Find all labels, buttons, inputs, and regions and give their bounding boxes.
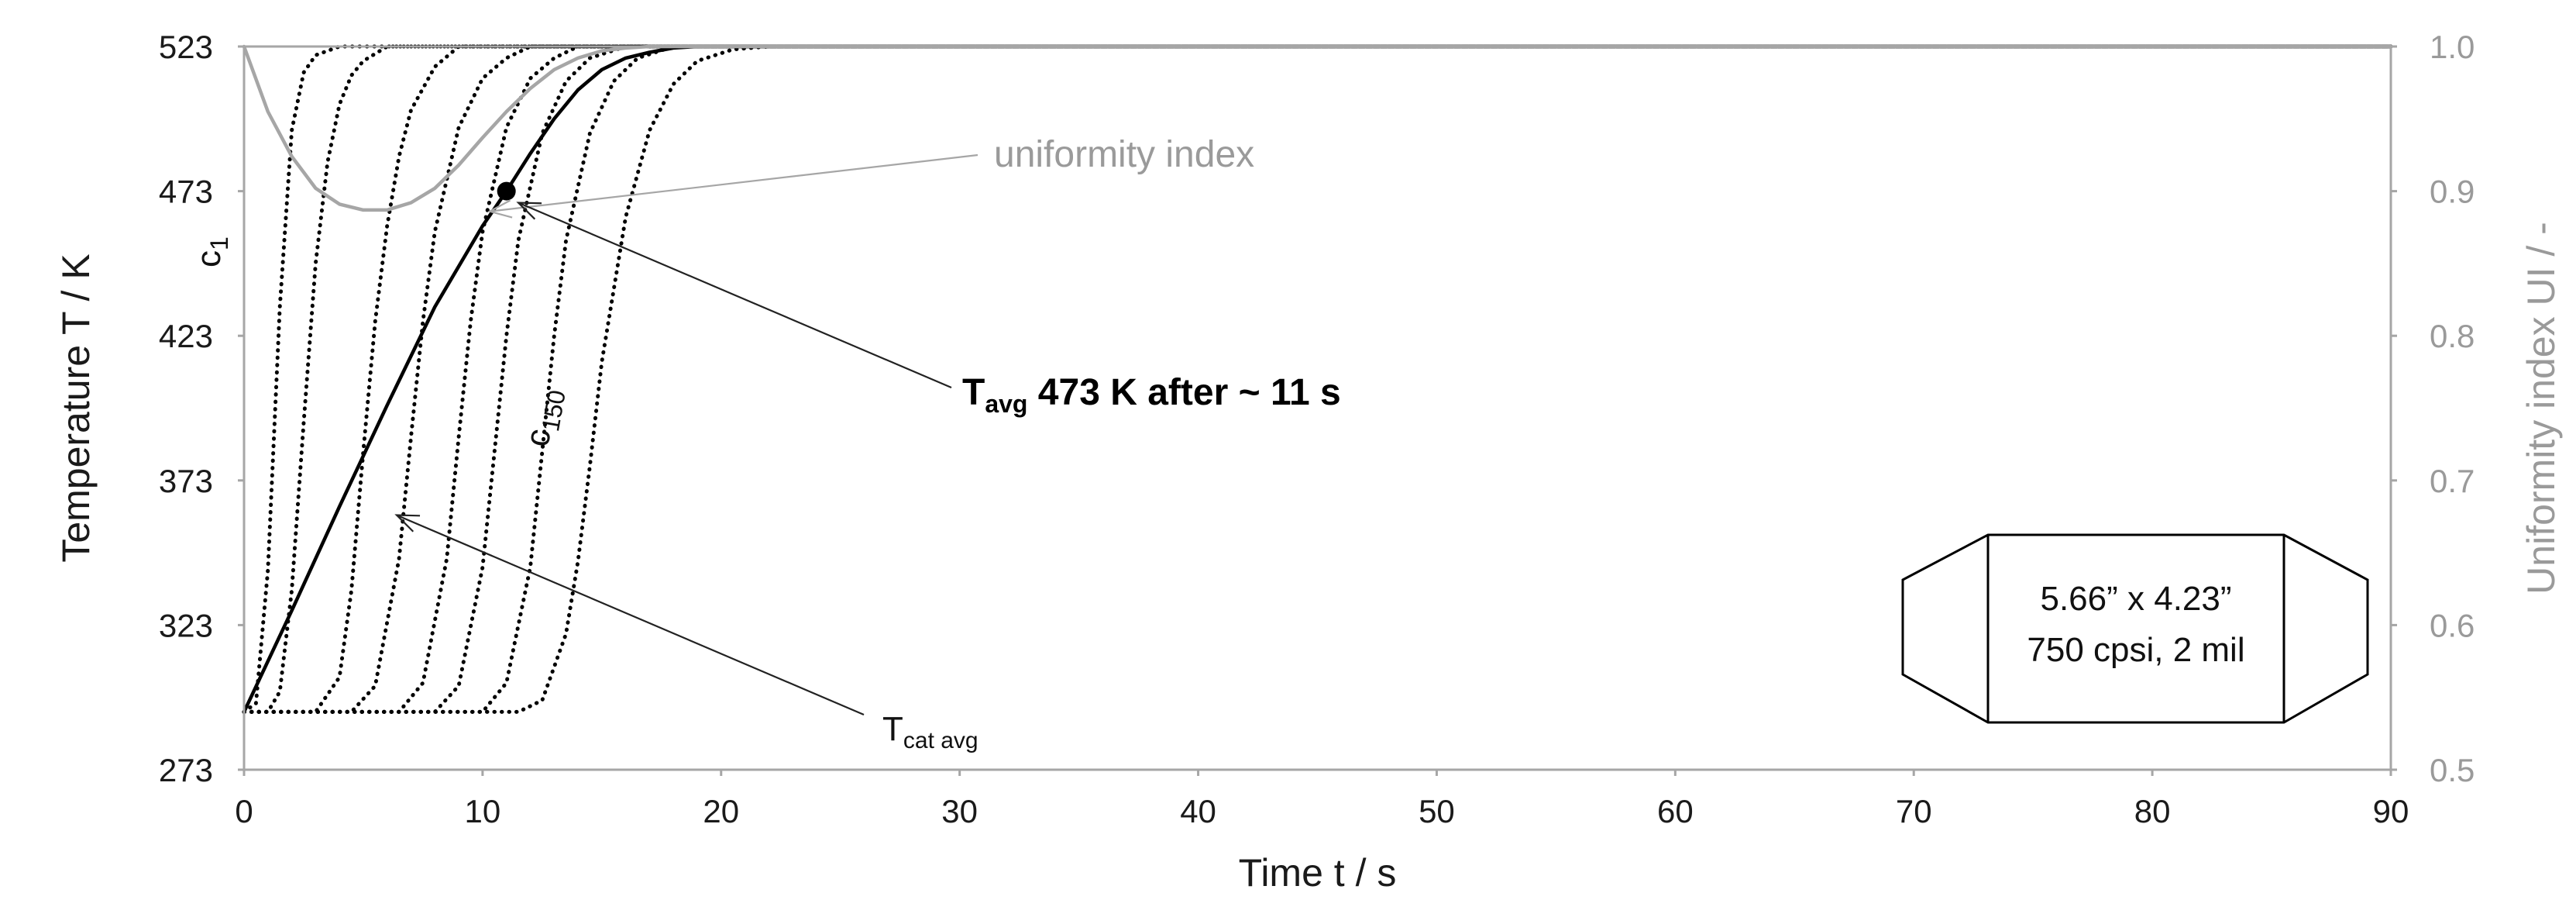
x-tick-label: 20	[703, 793, 739, 829]
y-right-tick-label: 0.8	[2430, 318, 2475, 354]
cell-curve-1	[242, 44, 2393, 714]
y-right-tick-label: 0.6	[2430, 607, 2475, 643]
c1-label: c1	[190, 236, 233, 267]
x-tick-label: 50	[1419, 793, 1455, 829]
catalyst-schematic: 5.66” x 4.23” 750 cpsi, 2 mil	[1901, 533, 2369, 724]
y-right-tick-label: 0.9	[2430, 174, 2475, 210]
y-axis-title: Temperature T / K	[54, 253, 98, 562]
tavg-arrow-head	[516, 202, 542, 220]
tcat-avg-label: Tcat avg	[882, 710, 978, 753]
uniformity-arrow-shaft	[489, 153, 978, 212]
y-tick-label: 273	[159, 752, 213, 788]
uniformity-arrow-head	[487, 199, 513, 219]
y-right-tick-label: 0.7	[2430, 463, 2475, 499]
tavg-annotation: Tavg 473 K after ~ 11 s	[962, 372, 1341, 418]
x-tick-label: 30	[941, 793, 978, 829]
x-tick-label: 70	[1896, 793, 1932, 829]
plot-frame	[242, 45, 2392, 771]
catalyst-dimensions: 5.66” x 4.23”	[2040, 580, 2231, 618]
x-axis-title: Time t / s	[1239, 851, 1397, 895]
y-tick-label: 423	[159, 318, 213, 354]
cell-curve-c1	[242, 44, 2393, 714]
y-right-axis-title: Uniformity index UI / -	[2519, 222, 2563, 595]
tavg-arrow-shaft	[518, 202, 952, 389]
y-right-tick-label: 0.5	[2430, 752, 2475, 788]
catalyst-cell-spec: 750 cpsi, 2 mil	[2027, 631, 2244, 669]
x-tick-label: 10	[465, 793, 501, 829]
axes: 273 323 373 423 473 523 0.5 0.6 0.7 0.8 0.9 1.0 0 10 2…	[54, 29, 2563, 895]
cell-curve-5	[242, 44, 2393, 714]
x-tick-label: 0	[235, 793, 253, 829]
y-tick-label: 373	[159, 463, 213, 499]
tcat-avg-arrow-shaft	[396, 514, 865, 716]
tavg-473-marker	[497, 181, 516, 201]
cell-curve-4	[242, 44, 2393, 714]
x-tick-label: 80	[2134, 793, 2171, 829]
y-right-tick-label: 1.0	[2430, 29, 2475, 65]
y-tick-label: 523	[159, 29, 213, 65]
y-tick-label: 473	[159, 174, 213, 210]
x-tick-label: 40	[1180, 793, 1216, 829]
uniformity-arrow	[487, 153, 978, 219]
y-tick-label: 323	[159, 607, 213, 643]
x-tick-label: 60	[1657, 793, 1694, 829]
uniformity-index-line	[242, 44, 2393, 212]
x-tick-label: 90	[2373, 793, 2409, 829]
plot-area	[242, 44, 2393, 716]
catalyst-outline	[1901, 533, 2369, 724]
tavg-arrow	[516, 202, 952, 389]
c150-label: c150	[518, 385, 571, 450]
cell-curve-6	[242, 44, 2393, 714]
tcat-avg-arrow	[394, 514, 865, 716]
uniformity-index-label: uniformity index	[994, 134, 1254, 175]
tcat-avg-arrow-head	[394, 514, 421, 533]
